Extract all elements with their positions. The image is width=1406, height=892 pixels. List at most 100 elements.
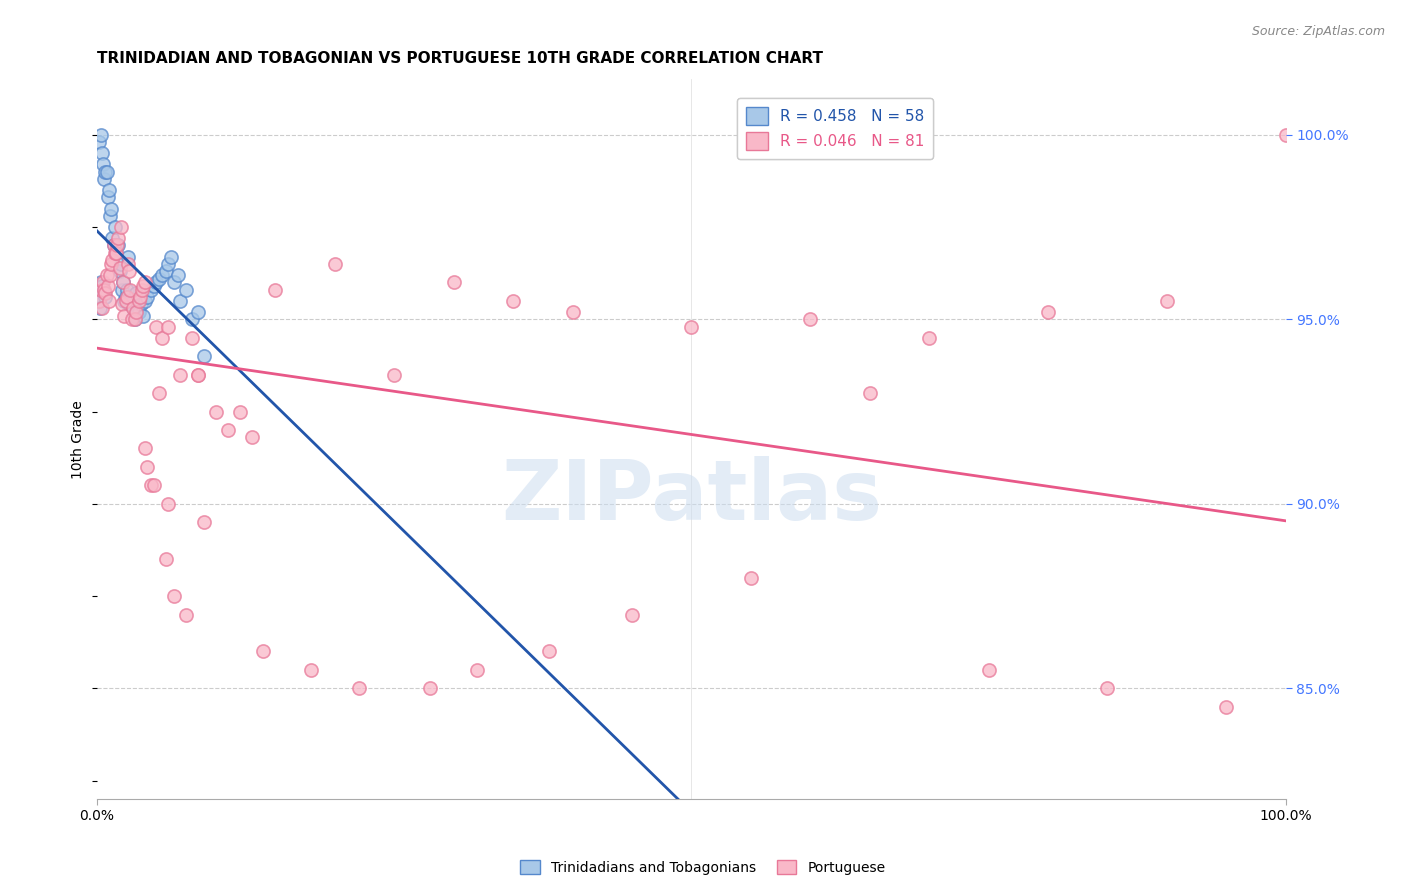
Point [1097, 681, 1119, 696]
Point [97, 183, 120, 197]
Point [240, 430, 263, 444]
Point [100, 257, 122, 271]
Point [103, 238, 125, 252]
Point [108, 264, 131, 278]
Point [112, 276, 135, 290]
Point [187, 368, 209, 382]
Point [100, 202, 122, 216]
Point [174, 607, 197, 622]
Point [98, 209, 121, 223]
Point [467, 663, 489, 677]
Point [299, 663, 322, 677]
Point [125, 286, 148, 301]
Point [129, 297, 152, 311]
Point [124, 312, 146, 326]
Point [90, 301, 112, 315]
Point [131, 283, 153, 297]
Point [347, 681, 370, 696]
Point [94, 290, 117, 304]
Point [117, 250, 139, 264]
Point [96, 268, 118, 282]
Point [167, 268, 190, 282]
Point [93, 283, 115, 297]
Point [90, 276, 112, 290]
Point [155, 552, 177, 566]
Point [121, 301, 143, 315]
Point [97, 190, 120, 204]
Point [799, 312, 821, 326]
Point [193, 515, 215, 529]
Point [124, 312, 146, 326]
Point [101, 231, 124, 245]
Point [90, 128, 112, 142]
Point [181, 312, 204, 326]
Point [108, 260, 131, 275]
Point [97, 293, 120, 308]
Point [187, 305, 209, 319]
Point [128, 293, 150, 308]
Point [118, 297, 141, 311]
Point [112, 276, 135, 290]
Point [264, 283, 287, 297]
Point [91, 279, 114, 293]
Point [169, 293, 191, 308]
Point [252, 644, 274, 658]
Point [132, 279, 155, 293]
Point [419, 681, 441, 696]
Point [681, 319, 703, 334]
Point [181, 331, 204, 345]
Point [104, 245, 127, 260]
Point [110, 257, 132, 271]
Point [169, 368, 191, 382]
Point [94, 286, 117, 301]
Point [105, 238, 128, 252]
Point [1274, 128, 1296, 142]
Point [121, 301, 143, 315]
Point [145, 319, 167, 334]
Point [740, 571, 762, 585]
Point [134, 293, 156, 308]
Point [94, 164, 117, 178]
Point [97, 279, 120, 293]
Point [111, 297, 134, 311]
Point [98, 268, 121, 282]
Point [120, 293, 142, 308]
Point [859, 386, 882, 401]
Point [112, 309, 135, 323]
Point [90, 283, 112, 297]
Point [114, 290, 136, 304]
Point [91, 276, 114, 290]
Point [125, 305, 148, 319]
Point [128, 305, 150, 319]
Point [89, 135, 111, 149]
Point [152, 331, 174, 345]
Point [323, 257, 346, 271]
Point [134, 442, 156, 456]
Point [145, 276, 167, 290]
Point [163, 589, 186, 603]
Point [139, 283, 162, 297]
Point [139, 478, 162, 492]
Point [228, 404, 250, 418]
Point [382, 368, 405, 382]
Point [104, 219, 127, 234]
Point [134, 276, 156, 290]
Point [148, 271, 170, 285]
Point [174, 283, 197, 297]
Point [502, 293, 524, 308]
Point [89, 301, 111, 315]
Point [111, 283, 134, 297]
Point [159, 250, 181, 264]
Point [155, 264, 177, 278]
Point [115, 290, 138, 304]
Point [193, 349, 215, 363]
Point [143, 478, 166, 492]
Point [115, 283, 138, 297]
Point [143, 279, 166, 293]
Text: ZIPatlas: ZIPatlas [501, 457, 882, 537]
Legend: Trinidadians and Tobagonians, Portuguese: Trinidadians and Tobagonians, Portuguese [515, 855, 891, 880]
Point [918, 331, 941, 345]
Point [105, 245, 128, 260]
Point [163, 276, 186, 290]
Y-axis label: 10th Grade: 10th Grade [72, 400, 86, 479]
